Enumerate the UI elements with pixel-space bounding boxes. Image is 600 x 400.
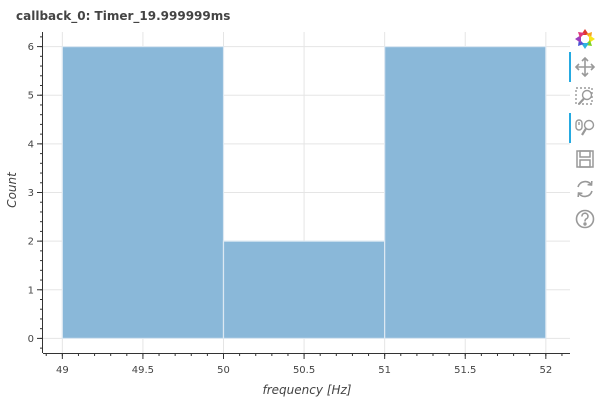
y-tick-label: 1	[28, 285, 34, 296]
y-axis: 0 1 2 3 4 5 6	[28, 32, 43, 353]
histogram-bar	[384, 45, 547, 340]
y-tick-label: 6	[28, 42, 34, 53]
wheel-zoom-icon[interactable]	[572, 115, 598, 141]
save-icon[interactable]	[572, 146, 598, 172]
x-tick-label: 52	[539, 365, 552, 376]
reset-icon[interactable]	[572, 176, 598, 202]
x-tick-label: 50.5	[293, 365, 315, 376]
y-tick-label: 5	[28, 91, 34, 102]
y-tick-label: 0	[28, 334, 34, 345]
help-icon[interactable]	[572, 206, 598, 232]
chart-title: callback_0: Timer_19.999999ms	[16, 9, 230, 24]
y-tick-label: 4	[28, 139, 34, 150]
active-tool-indicator	[569, 113, 571, 143]
y-axis-label: Count	[5, 171, 19, 208]
x-tick-label: 51.5	[454, 365, 476, 376]
x-tick-label: 50	[217, 365, 230, 376]
box-zoom-icon[interactable]	[572, 84, 598, 110]
y-tick-label: 2	[28, 237, 34, 248]
histogram-bar	[61, 45, 225, 340]
x-axis-label: frequency [Hz]	[263, 383, 352, 397]
x-tick-label: 49.5	[132, 365, 154, 376]
pan-icon[interactable]	[572, 54, 598, 80]
histogram-bar	[222, 240, 386, 340]
y-tick-label: 3	[28, 188, 34, 199]
histogram-bars	[61, 45, 547, 340]
x-tick-label: 49	[56, 365, 69, 376]
active-tool-indicator	[569, 52, 571, 82]
bokeh-logo-icon[interactable]	[572, 26, 598, 52]
x-axis: 49 49.5 50 50.5 51 51.5 52	[43, 353, 570, 376]
x-tick-label: 51	[378, 365, 391, 376]
